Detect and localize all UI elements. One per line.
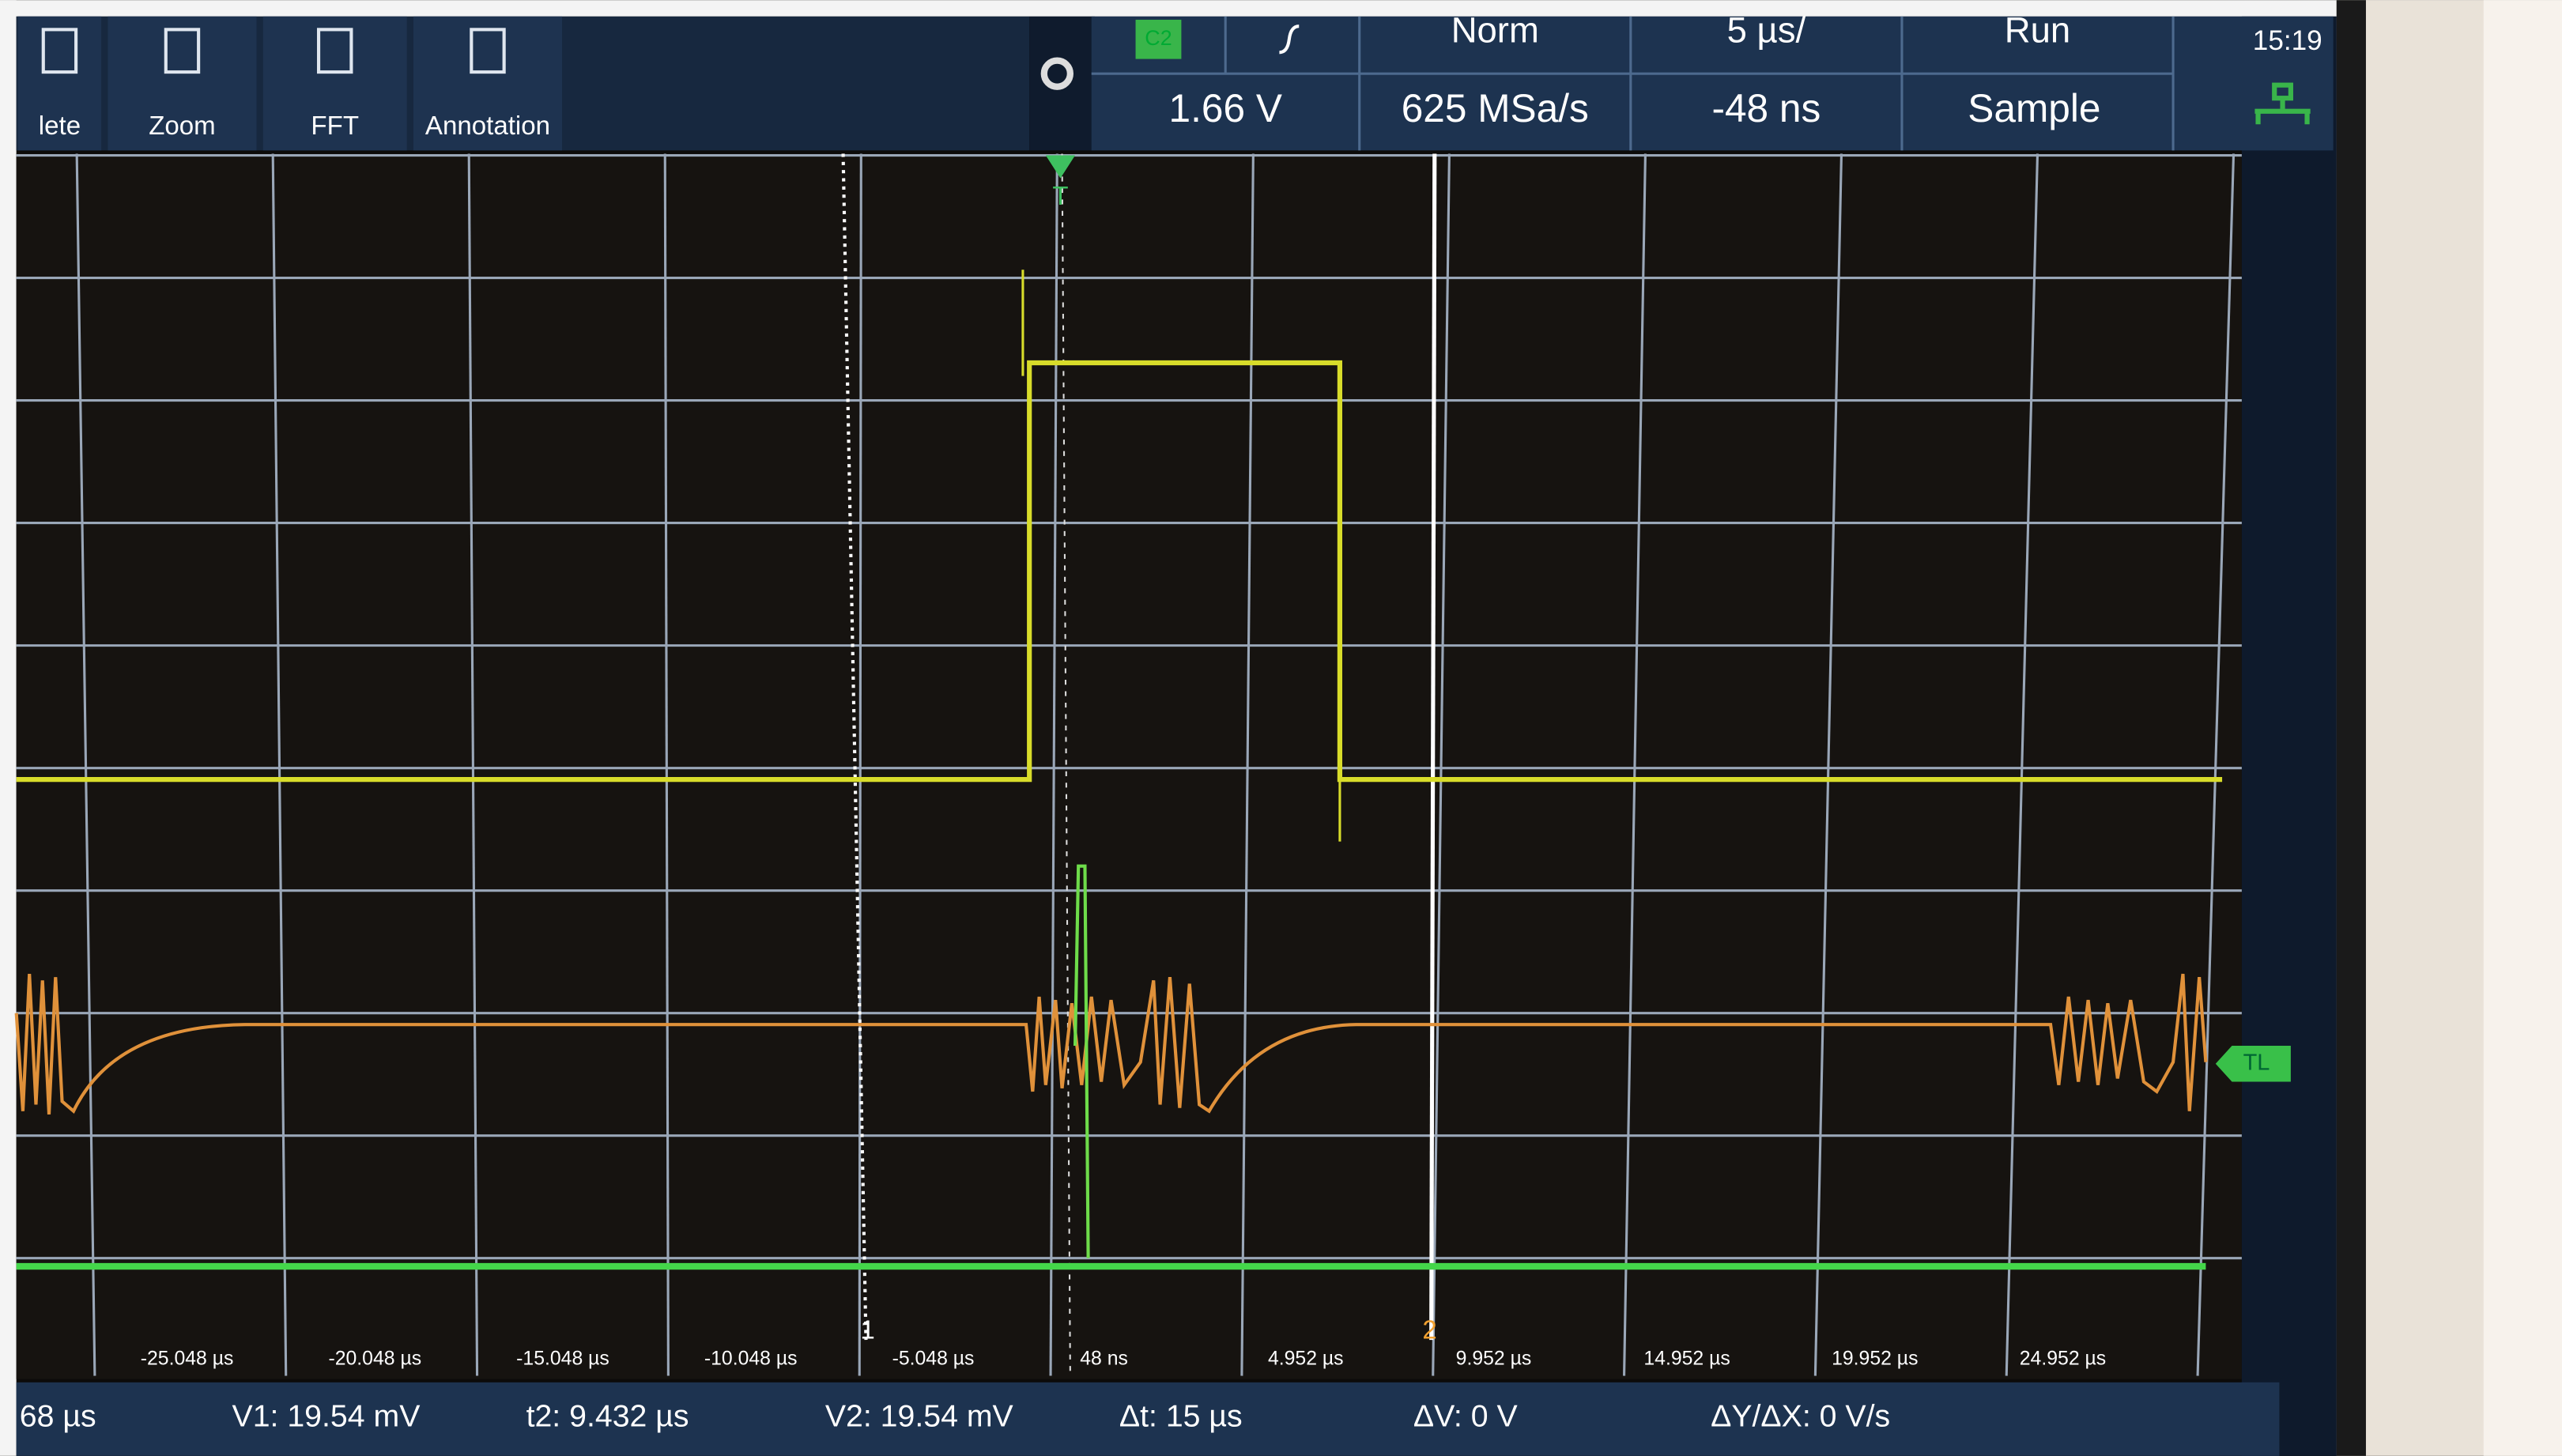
grid-line: [859, 153, 861, 1375]
measurement: 68 µs: [20, 1399, 96, 1434]
measurement: Δt: 15 µs: [1119, 1399, 1243, 1434]
status-panel: [1092, 17, 2334, 150]
right-panel: [2242, 17, 2337, 1456]
plot-area: [17, 153, 2242, 1379]
time-label: 14.952 µs: [1643, 1348, 1730, 1369]
trigger-level-label: TL: [2243, 1050, 2270, 1075]
bezel-edge: [2337, 0, 2366, 1456]
time-label: 48 ns: [1080, 1348, 1128, 1369]
bezel-light: [2484, 0, 2562, 1456]
time-label: -15.048 µs: [516, 1348, 609, 1369]
button-label: FFT: [311, 111, 359, 141]
timebase[interactable]: 5 µs/: [1727, 10, 1806, 51]
clock: 15:19: [2253, 25, 2322, 56]
channel: C2: [1145, 26, 1172, 50]
trigger-level[interactable]: 1.66 V: [1169, 86, 1282, 130]
measurement: V2: 19.54 mV: [825, 1399, 1014, 1434]
button-label: Zoom: [149, 111, 216, 141]
oscilloscope-screen: leteZoomFFTAnnotation C2 Norm 5 µs/ Run …: [0, 0, 2562, 1456]
run-state[interactable]: Run: [2005, 10, 2070, 51]
time-label: 9.952 µs: [1456, 1348, 1532, 1369]
measurement: V1: 19.54 mV: [232, 1399, 421, 1434]
measurement: ΔY/ΔX: 0 V/s: [1711, 1399, 1890, 1434]
measurement: ΔV: 0 V: [1413, 1399, 1519, 1434]
time-label: 4.952 µs: [1268, 1348, 1344, 1369]
time-label: -5.048 µs: [892, 1348, 975, 1369]
time-label: 24.952 µs: [2020, 1348, 2106, 1369]
time-label: -10.048 µs: [704, 1348, 798, 1369]
top-edge: [0, 0, 2562, 17]
acquisition[interactable]: Sample: [1968, 86, 2100, 130]
left-edge: [0, 0, 17, 1456]
cursor-2-label: 2: [1422, 1315, 1436, 1345]
time-label: 19.952 µs: [1832, 1348, 1918, 1369]
cursor-1-label: 1: [860, 1315, 874, 1345]
time-label: -25.048 µs: [141, 1348, 234, 1369]
button-label: Annotation: [425, 111, 550, 141]
sample-rate[interactable]: 625 MSa/s: [1402, 86, 1589, 130]
trigger-mode[interactable]: Norm: [1451, 10, 1539, 51]
trigger-label: T: [1052, 182, 1068, 211]
measurement: t2: 9.432 µs: [526, 1399, 689, 1434]
delay[interactable]: -48 ns: [1711, 86, 1821, 130]
button-label: lete: [39, 111, 81, 141]
time-label: -20.048 µs: [328, 1348, 421, 1369]
toolbar-buttons: lete Zoom FFT Annotation: [18, 17, 562, 150]
